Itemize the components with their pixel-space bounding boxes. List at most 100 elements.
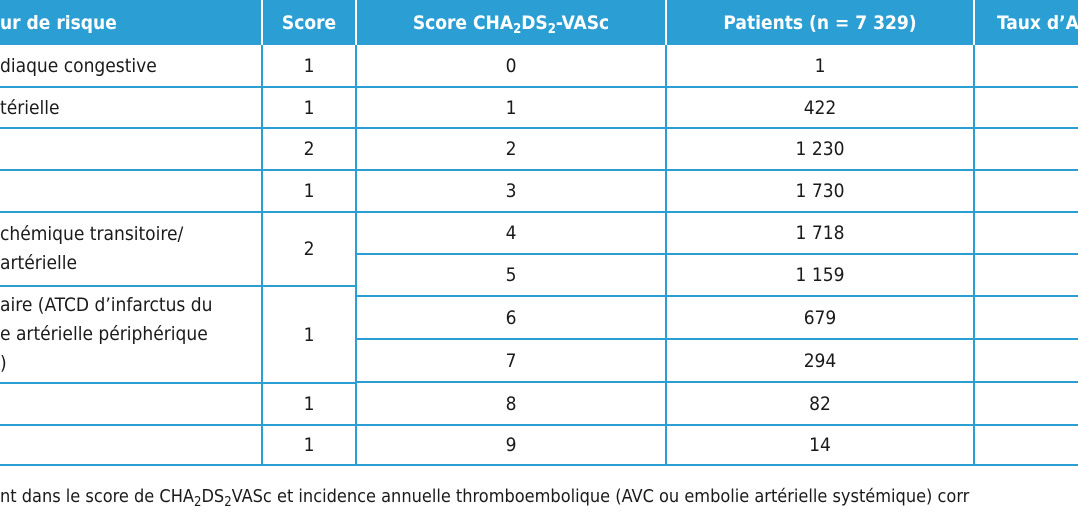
grid-line [973, 45, 975, 465]
chads-score-value: 0 [505, 54, 517, 77]
grid-line [357, 211, 1078, 213]
chads-score-cell: 9 [357, 426, 665, 464]
risk-score-value: 1 [303, 180, 315, 202]
chads-score-value: 3 [505, 180, 517, 202]
risk-factor-label: diaque congestive [0, 54, 157, 77]
chads-score-cell: 2 [357, 129, 665, 169]
header-patients-label: Patients (n = 7 329) [723, 11, 917, 34]
patients-cell: 294 [667, 340, 973, 381]
risk-score-cell: 1 [263, 45, 355, 86]
patients-cell: 1 159 [667, 255, 973, 295]
header-taux-label: Taux d’A [997, 11, 1078, 34]
chads-score-value: 8 [505, 392, 517, 415]
patients-value: 1 230 [795, 138, 845, 160]
chads-score-cell: 7 [357, 340, 665, 381]
grid-line [0, 127, 357, 129]
risk-score-value: 1 [303, 54, 315, 77]
chads-score-value: 4 [505, 222, 517, 244]
risk-score-cell: 1 [263, 426, 355, 464]
patients-cell: 1 230 [667, 129, 973, 169]
header-risk-factor: ur de risque [0, 0, 261, 45]
patients-value: 14 [809, 434, 831, 456]
risk-score-cell: 1 [263, 88, 355, 127]
risk-factor-cell [0, 129, 258, 169]
risk-score-cell: 2 [263, 129, 355, 169]
chads-score-cell: 1 [357, 88, 665, 127]
grid-line [261, 45, 263, 465]
grid-line [357, 253, 1078, 255]
grid-line [357, 169, 1078, 171]
header-divider [665, 0, 667, 45]
chads-score-value: 5 [505, 264, 517, 286]
table-bottom-border [0, 464, 1078, 466]
risk-factor-cell: diaque congestive [0, 45, 258, 86]
table-caption: nt dans le score de CHA2DS2VASc et incid… [0, 486, 970, 510]
risk-factor-cell [0, 171, 258, 211]
chads-score-cell: 6 [357, 297, 665, 338]
header-patients: Patients (n = 7 329) [667, 0, 973, 45]
patients-cell: 82 [667, 383, 973, 424]
risk-factor-line: aire (ATCD d’infarctus du [0, 294, 213, 316]
table-header [0, 0, 1078, 45]
patients-cell: 1 [667, 45, 973, 86]
grid-line [0, 285, 357, 287]
grid-line [0, 424, 357, 426]
grid-line [355, 45, 357, 465]
chads-score-cell: 5 [357, 255, 665, 295]
risk-score-value: 2 [303, 138, 315, 160]
grid-line [357, 295, 1078, 297]
header-taux: Taux d’A [997, 0, 1078, 45]
header-divider [261, 0, 263, 45]
patients-cell: 14 [667, 426, 973, 464]
risk-score-cell: 1 [263, 171, 355, 211]
risk-factor-cell [0, 384, 258, 424]
risk-score-value: 1 [303, 434, 315, 456]
chads-score-value: 9 [505, 434, 517, 456]
patients-value: 422 [803, 96, 837, 119]
risk-factor-line: e artérielle périphérique [0, 323, 208, 345]
risk-score-cell: 1 [263, 384, 355, 424]
patients-value: 1 159 [795, 264, 845, 286]
risk-factor-cell [0, 426, 258, 464]
grid-line [357, 127, 1078, 129]
risk-factor-line: chémique transitoire/ [0, 223, 184, 245]
grid-line [665, 45, 667, 465]
header-chads-label: Score CHA2DS2-VASc [412, 11, 610, 37]
grid-line [0, 211, 357, 213]
header-chads-score: Score CHA2DS2-VASc [357, 0, 665, 45]
patients-value: 1 [814, 54, 826, 77]
grid-line [357, 381, 1078, 383]
risk-score-value: 1 [303, 323, 315, 346]
patients-cell: 679 [667, 297, 973, 338]
chads-score-cell: 4 [357, 213, 665, 253]
risk-factor-cell: térielle [0, 88, 258, 127]
risk-score-cell: 1 [263, 287, 355, 382]
grid-line [0, 382, 357, 384]
grid-line [0, 86, 357, 88]
header-divider [973, 0, 975, 45]
header-risk-factor-label: ur de risque [0, 11, 117, 34]
patients-value: 82 [809, 392, 831, 415]
risk-score-value: 1 [303, 393, 315, 415]
risk-factor-cell: chémique transitoire/ artérielle [0, 213, 258, 285]
patients-value: 294 [803, 349, 837, 372]
grid-line [357, 424, 1078, 426]
risk-factor-multiline: aire (ATCD d’infarctus du e artérielle p… [0, 291, 212, 378]
patients-value: 1 718 [795, 222, 845, 244]
patients-cell: 1 730 [667, 171, 973, 211]
header-divider [355, 0, 357, 45]
patients-cell: 422 [667, 88, 973, 127]
patients-cell: 1 718 [667, 213, 973, 253]
chads-score-value: 6 [505, 306, 517, 329]
chads-score-cell: 3 [357, 171, 665, 211]
risk-score-value: 2 [303, 238, 315, 260]
chads-score-value: 1 [505, 96, 517, 119]
risk-score-value: 1 [303, 96, 315, 119]
grid-line [0, 169, 357, 171]
chads-score-cell: 0 [357, 45, 665, 86]
risk-score-cell: 2 [263, 213, 355, 285]
header-score-label: Score [281, 11, 337, 34]
grid-line [357, 338, 1078, 340]
patients-value: 1 730 [795, 180, 845, 202]
risk-factor-multiline: chémique transitoire/ artérielle [0, 220, 183, 278]
